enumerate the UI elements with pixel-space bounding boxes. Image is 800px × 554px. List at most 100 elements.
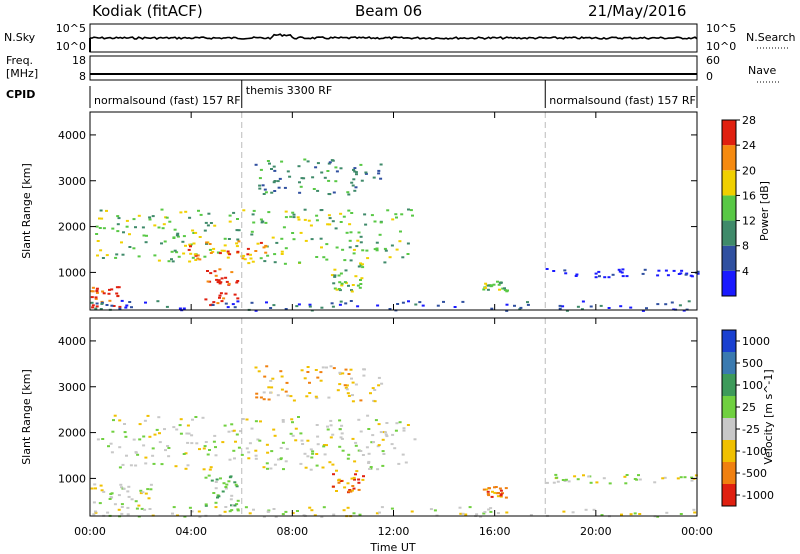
heatmap-cell	[552, 270, 556, 272]
heatmap-cell	[395, 216, 398, 219]
heatmap-cell	[379, 177, 383, 180]
heatmap-cell	[335, 469, 338, 472]
heatmap-cell	[305, 395, 309, 398]
heatmap-cell	[110, 304, 114, 307]
heatmap-cell	[116, 215, 120, 218]
heatmap-cell	[304, 466, 308, 469]
heatmap-cell	[354, 383, 358, 386]
x-tick-label: 08:00	[276, 525, 308, 538]
heatmap-cell	[120, 512, 124, 515]
heatmap-cell	[245, 447, 249, 450]
heatmap-cell	[115, 286, 119, 289]
heatmap-cell	[109, 442, 113, 445]
heatmap-cell	[111, 227, 115, 230]
heatmap-cell	[118, 305, 122, 308]
heatmap-cell	[261, 184, 265, 187]
heatmap-cell	[175, 428, 179, 431]
heatmap-cell	[594, 276, 598, 279]
heatmap-cell	[235, 503, 239, 506]
nsearch-label: N.Search	[746, 31, 796, 44]
heatmap-cell	[386, 209, 390, 212]
heatmap-cell	[489, 285, 493, 288]
heatmap-cell	[299, 231, 303, 234]
heatmap-cell	[246, 247, 250, 250]
heatmap-cell	[354, 171, 358, 174]
heatmap-cell	[286, 394, 290, 397]
heatmap-cell	[479, 515, 483, 518]
heatmap-cell	[359, 262, 363, 265]
heatmap-cell	[184, 452, 188, 455]
heatmap-cell	[144, 462, 148, 465]
heatmap-cell	[270, 386, 274, 389]
heatmap-cell	[357, 265, 361, 268]
heatmap-cell	[170, 250, 174, 253]
heatmap-cell	[285, 447, 289, 450]
colorbar-tick-label: 500	[742, 357, 763, 370]
colorbar-segment	[722, 484, 736, 506]
heatmap-cell	[224, 487, 228, 490]
heatmap-cell	[266, 254, 270, 257]
heatmap-cell	[599, 304, 603, 307]
heatmap-cell	[208, 449, 211, 451]
heatmap-cell	[351, 437, 355, 440]
heatmap-cell	[344, 302, 348, 305]
heatmap-cell	[372, 441, 375, 444]
heatmap-cell	[165, 216, 169, 219]
heatmap-cell	[486, 493, 490, 495]
cpid-mode-label: normalsound (fast) 157 RF	[94, 94, 241, 107]
heatmap-cell	[170, 258, 173, 261]
heatmap-cell	[265, 462, 269, 465]
heatmap-cell	[576, 478, 580, 481]
heatmap-cell	[592, 508, 596, 511]
heatmap-cell	[607, 276, 611, 279]
heatmap-cell	[203, 229, 207, 232]
heatmap-cell	[108, 288, 111, 291]
heatmap-cell	[167, 447, 171, 449]
heatmap-cell	[362, 368, 366, 371]
heatmap-cell	[303, 452, 307, 455]
cpid-mode-label: normalsound (fast) 157 RF	[549, 94, 696, 107]
heatmap-cell	[341, 372, 345, 375]
heatmap-cell	[208, 248, 212, 251]
nsky-label: N.Sky	[4, 31, 36, 44]
heatmap-cell	[261, 220, 265, 223]
heatmap-cell	[377, 169, 381, 172]
heatmap-cell	[354, 473, 357, 476]
heatmap-cell	[117, 217, 121, 220]
heatmap-cell	[227, 238, 231, 240]
x-axis-label: Time UT	[369, 541, 415, 554]
heatmap-cell	[661, 477, 665, 480]
heatmap-cell	[147, 497, 151, 500]
heatmap-cell	[373, 389, 377, 391]
heatmap-cell	[254, 309, 258, 312]
power-colorbar: 4 8 12 16 20 24 28	[721, 114, 756, 297]
heatmap-cell	[91, 304, 95, 307]
heatmap-cell	[90, 487, 94, 490]
heatmap-cell	[230, 504, 233, 507]
heatmap-cell	[283, 262, 287, 265]
heatmap-cell	[117, 508, 121, 511]
heatmap-cell	[315, 464, 319, 467]
heatmap-cell	[237, 229, 241, 232]
nave-tick-top: 60	[706, 54, 720, 67]
power-y-axis: 1000 2000 3000 4000	[58, 129, 697, 279]
heatmap-cell	[95, 305, 99, 308]
heatmap-cell	[191, 229, 195, 232]
heatmap-cell	[142, 444, 146, 447]
heatmap-cell	[499, 281, 503, 284]
colorbar-tick-label: 28	[742, 114, 756, 127]
heatmap-cell	[128, 301, 132, 303]
heatmap-cell	[342, 215, 346, 218]
heatmap-cell	[235, 229, 239, 232]
heatmap-cell	[351, 400, 355, 403]
heatmap-cell	[240, 453, 244, 456]
heatmap-cell	[95, 287, 99, 290]
heatmap-cell	[229, 475, 233, 478]
heatmap-cell	[91, 290, 95, 293]
heatmap-cell	[255, 392, 259, 395]
heatmap-cell	[258, 184, 262, 187]
x-tick-label: 00:00	[74, 525, 106, 538]
power-heatmap	[90, 112, 700, 312]
heatmap-cell	[120, 299, 124, 302]
heatmap-cell	[361, 478, 365, 481]
